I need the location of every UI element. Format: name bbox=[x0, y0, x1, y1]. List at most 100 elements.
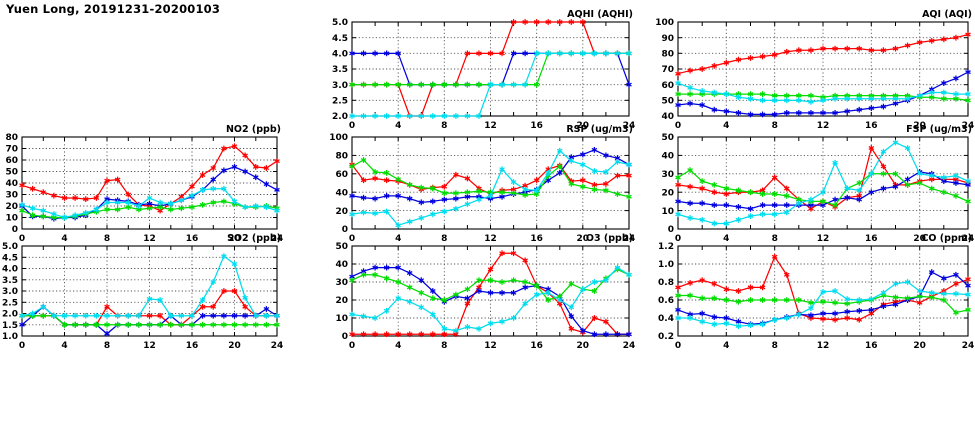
data-point-cyan bbox=[429, 211, 436, 218]
y-tick-label: 90 bbox=[661, 34, 674, 44]
data-point-cyan bbox=[626, 50, 632, 57]
y-tick-label: 70 bbox=[661, 65, 674, 75]
plot-frame bbox=[677, 245, 969, 337]
data-point-blue bbox=[383, 192, 390, 199]
data-point-cyan bbox=[856, 95, 863, 102]
data-point-cyan bbox=[941, 290, 947, 297]
x-tick-label: 0 bbox=[675, 341, 681, 351]
plot-aqhi: 2.0 2.5 3.0 3.5 4.0 4.5 5.0 0 4 8 12 16 20 24 bbox=[332, 18, 635, 131]
data-point-green bbox=[210, 199, 217, 206]
x-tick-label: 24 bbox=[962, 121, 975, 131]
data-point-green bbox=[759, 191, 766, 197]
data-point-green bbox=[735, 298, 742, 305]
data-point-blue bbox=[965, 282, 971, 289]
data-point-cyan bbox=[747, 213, 754, 220]
data-point-blue bbox=[210, 312, 217, 319]
x-tick-label: 24 bbox=[623, 234, 636, 244]
data-point-cyan bbox=[880, 148, 887, 155]
data-point-green bbox=[453, 190, 459, 197]
data-point-blue bbox=[856, 307, 863, 314]
x-tick-label: 16 bbox=[865, 234, 878, 244]
data-point-red bbox=[146, 312, 153, 319]
data-point-blue bbox=[274, 187, 280, 193]
data-point-green bbox=[711, 181, 718, 188]
data-point-blue bbox=[510, 50, 517, 57]
data-point-red bbox=[603, 318, 609, 325]
data-point-green bbox=[429, 81, 436, 88]
data-point-green bbox=[221, 198, 227, 205]
data-point-green bbox=[832, 202, 838, 208]
data-point-cyan bbox=[844, 296, 850, 302]
data-point-cyan bbox=[464, 324, 471, 330]
data-point-blue bbox=[759, 202, 766, 208]
data-point-blue bbox=[723, 108, 730, 115]
y-tick-label: 0 bbox=[342, 332, 348, 342]
data-point-green bbox=[759, 297, 766, 303]
data-point-blue bbox=[880, 185, 887, 192]
data-point-cyan bbox=[796, 97, 802, 104]
plot-title-no2: NO2 (ppb) bbox=[225, 124, 281, 135]
data-point-cyan bbox=[904, 145, 911, 151]
data-point-blue bbox=[418, 277, 425, 284]
data-point-green bbox=[40, 312, 47, 319]
data-point-red bbox=[783, 185, 790, 192]
data-point-cyan bbox=[953, 91, 959, 97]
x-tick-label: 12 bbox=[484, 234, 497, 244]
data-point-green bbox=[72, 321, 78, 328]
data-point-cyan bbox=[868, 95, 875, 102]
y-tick-label: 40 bbox=[335, 188, 348, 198]
data-point-cyan bbox=[263, 312, 270, 319]
data-point-green bbox=[372, 271, 378, 278]
data-point-cyan bbox=[252, 203, 259, 209]
data-point-blue bbox=[568, 313, 575, 320]
data-point-blue bbox=[868, 105, 875, 112]
data-point-red bbox=[735, 288, 742, 294]
data-point-blue bbox=[808, 109, 814, 116]
data-point-red bbox=[568, 325, 575, 332]
data-point-blue bbox=[880, 303, 887, 310]
data-point-green bbox=[395, 176, 401, 183]
data-point-green bbox=[441, 190, 448, 197]
data-point-red bbox=[723, 191, 730, 197]
data-point-cyan bbox=[796, 311, 802, 318]
data-point-green bbox=[178, 205, 185, 212]
data-point-green bbox=[242, 321, 248, 328]
data-point-red bbox=[856, 316, 863, 323]
data-point-red bbox=[383, 177, 390, 184]
data-point-blue bbox=[771, 111, 778, 118]
x-tick-label: 8 bbox=[104, 234, 110, 244]
data-point-red bbox=[125, 191, 132, 198]
x-tick-label: 8 bbox=[441, 341, 447, 351]
data-point-red bbox=[953, 280, 959, 287]
data-point-cyan bbox=[61, 312, 68, 319]
y-tick-label: 30 bbox=[5, 191, 18, 201]
y-tick-label: 40 bbox=[661, 112, 674, 122]
data-point-cyan bbox=[464, 201, 471, 208]
data-point-cyan bbox=[464, 113, 471, 119]
data-point-red bbox=[453, 171, 459, 178]
y-tick-label: 40 bbox=[335, 260, 348, 270]
data-point-cyan bbox=[545, 169, 552, 176]
data-point-cyan bbox=[242, 294, 248, 301]
data-point-red bbox=[349, 331, 355, 338]
data-point-cyan bbox=[759, 211, 766, 218]
data-point-cyan bbox=[965, 91, 971, 97]
data-point-green bbox=[231, 321, 238, 328]
data-point-green bbox=[104, 206, 110, 213]
data-point-cyan bbox=[892, 95, 899, 102]
data-point-cyan bbox=[941, 174, 947, 181]
data-point-green bbox=[699, 295, 705, 302]
data-point-cyan bbox=[441, 325, 448, 332]
data-point-blue bbox=[372, 50, 378, 57]
data-point-blue bbox=[395, 192, 401, 199]
data-point-cyan bbox=[820, 289, 826, 295]
data-point-blue bbox=[591, 331, 598, 338]
data-point-red bbox=[880, 47, 887, 54]
data-point-green bbox=[19, 207, 25, 214]
data-point-red bbox=[759, 284, 766, 291]
data-point-red bbox=[464, 300, 471, 307]
y-tick-label: 30 bbox=[661, 170, 674, 180]
data-point-blue bbox=[856, 196, 863, 203]
data-point-cyan bbox=[953, 172, 959, 179]
plot-frame bbox=[351, 136, 630, 230]
